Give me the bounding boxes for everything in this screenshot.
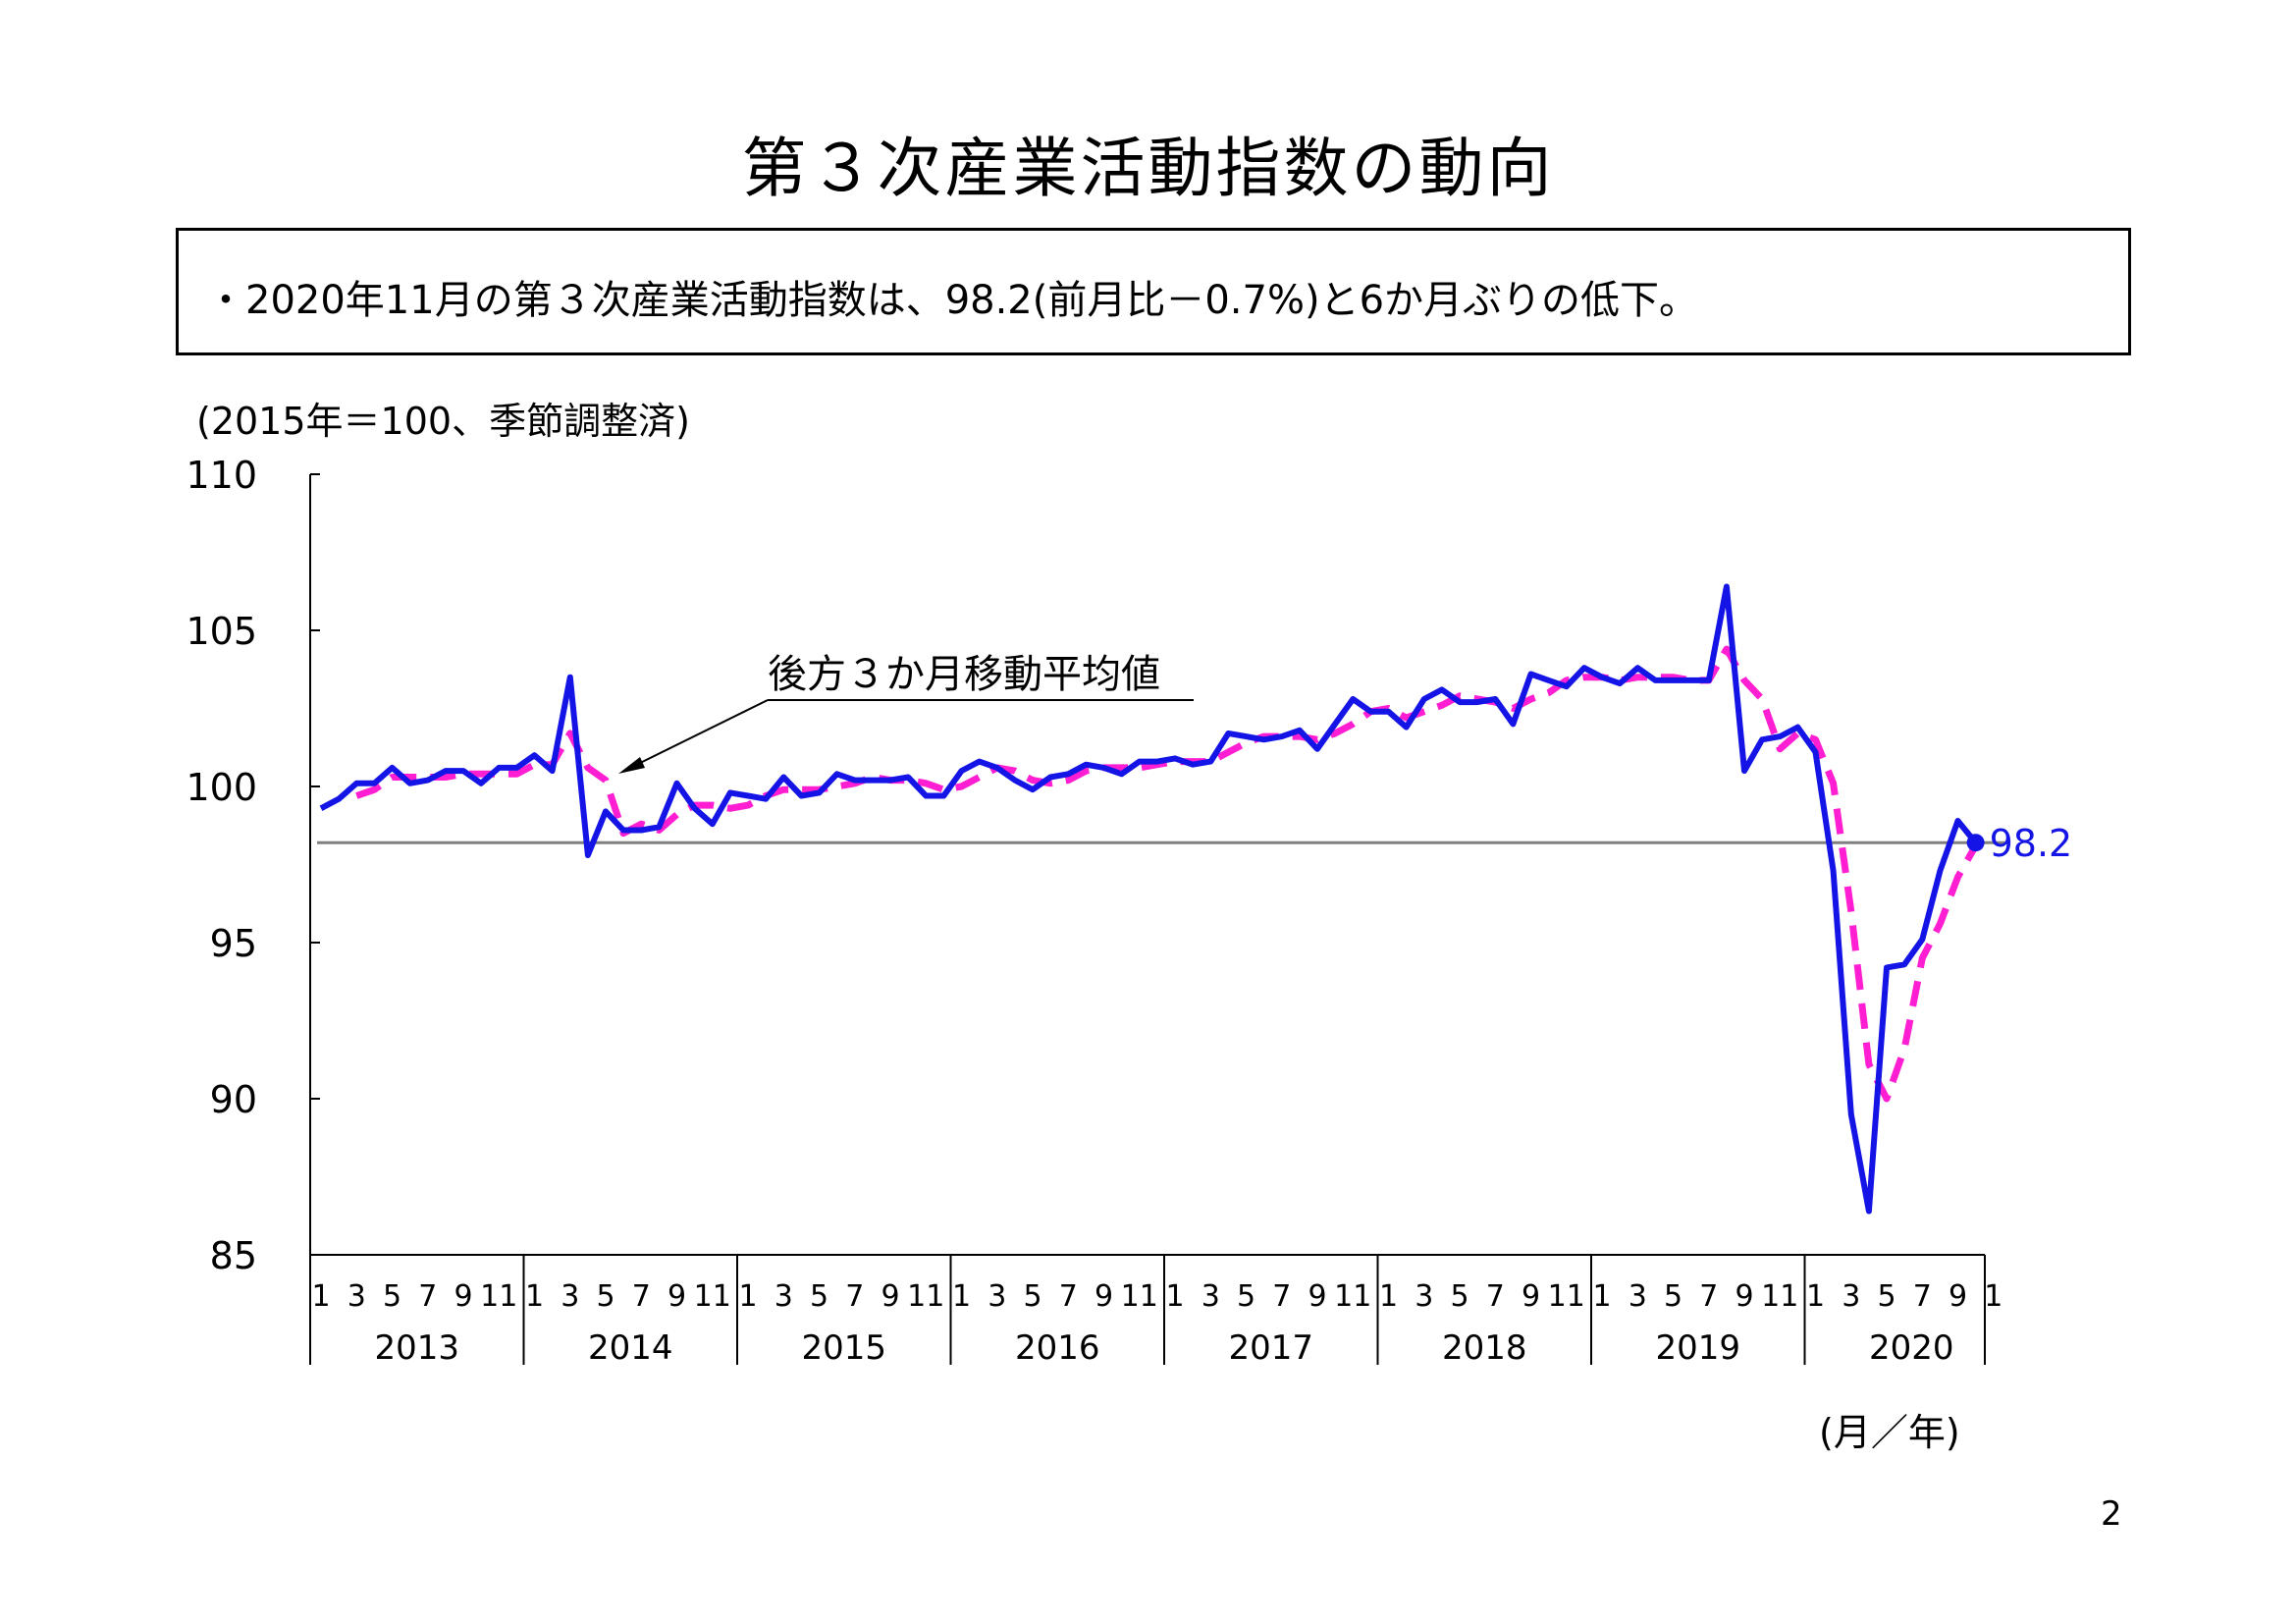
year-label: 2020 — [1869, 1328, 1954, 1368]
year-label: 2015 — [801, 1328, 886, 1368]
month-tick-label: 3 — [1842, 1279, 1860, 1314]
chart-annotation: 後方３か月移動平均値 — [618, 652, 1194, 774]
chart-plot: 98.2 — [317, 583, 2073, 1215]
month-tick-label: 9 — [1949, 1279, 1967, 1314]
month-tick-label: 9 — [667, 1279, 686, 1314]
latest-value-label: 98.2 — [1990, 822, 2073, 865]
month-tick-label: 5 — [810, 1279, 828, 1314]
unit-note: (2015年＝100、季節調整済) — [196, 400, 690, 443]
month-tick-label: 7 — [1272, 1279, 1291, 1314]
page-title: 第３次産業活動指数の動向 — [741, 131, 1555, 206]
month-tick-label: 9 — [1308, 1279, 1326, 1314]
month-tick-label: 1 — [525, 1279, 544, 1314]
series-index — [319, 583, 1978, 1215]
month-tick-label: 3 — [1629, 1279, 1647, 1314]
summary-box: ・2020年11月の第３次産業活動指数は、98.2(前月比－0.7%)と6か月ぶ… — [176, 228, 2131, 355]
month-tick-label: 9 — [1522, 1279, 1540, 1314]
month-tick-label: 11 — [480, 1279, 517, 1314]
month-tick-label: 1 — [1165, 1279, 1184, 1314]
month-tick-label: 1 — [1806, 1279, 1825, 1314]
month-tick-label: 1 — [738, 1279, 757, 1314]
y-tick-label: 95 — [210, 922, 257, 965]
month-tick-label: 1 — [1592, 1279, 1611, 1314]
month-tick-label: 11 — [1121, 1279, 1158, 1314]
month-tick-label: 9 — [454, 1279, 472, 1314]
annotation-arrowhead — [618, 757, 645, 774]
month-tick-label: 9 — [1095, 1279, 1113, 1314]
month-tick-label: 9 — [1735, 1279, 1753, 1314]
y-tick-label: 85 — [210, 1234, 257, 1277]
month-tick-label: 7 — [632, 1279, 651, 1314]
y-tick-label: 100 — [186, 766, 257, 809]
month-tick-label: 3 — [988, 1279, 1006, 1314]
month-tick-label: 11 — [1548, 1279, 1585, 1314]
month-tick-label: 7 — [1913, 1279, 1932, 1314]
summary-text: ・2020年11月の第３次産業活動指数は、98.2(前月比－0.7%)と6か月ぶ… — [206, 278, 1699, 323]
month-tick-label: 7 — [1699, 1279, 1718, 1314]
month-tick-label: 3 — [561, 1279, 579, 1314]
month-tick-label: 11 — [1334, 1279, 1371, 1314]
month-tick-label: 5 — [1237, 1279, 1255, 1314]
y-tick-label: 105 — [186, 610, 257, 653]
month-tick-label: 11 — [694, 1279, 731, 1314]
page-number: 2 — [2101, 1494, 2122, 1534]
year-label: 2017 — [1228, 1328, 1313, 1368]
year-label: 2019 — [1655, 1328, 1740, 1368]
month-tick-label: 1 — [952, 1279, 971, 1314]
series-moving-average — [355, 645, 1979, 1103]
y-tick-label: 90 — [210, 1078, 257, 1121]
month-tick-label: 3 — [1415, 1279, 1433, 1314]
x-axis-unit: (月／年) — [1819, 1411, 1960, 1454]
annotation-leader — [627, 699, 769, 770]
month-tick-label: 7 — [418, 1279, 437, 1314]
year-label: 2014 — [588, 1328, 673, 1368]
chart-axes: 85 90 95 100 105 110 — [186, 454, 1985, 1277]
month-tick-label: 5 — [383, 1279, 401, 1314]
month-tick-label: 11 — [907, 1279, 944, 1314]
year-label: 2016 — [1015, 1328, 1100, 1368]
month-tick-label: 1 — [1379, 1279, 1398, 1314]
month-tick-label: 5 — [1450, 1279, 1468, 1314]
month-tick-label: 11 — [1761, 1279, 1798, 1314]
latest-point-marker — [1966, 834, 1985, 852]
month-tick-label: 3 — [774, 1279, 793, 1314]
month-tick-label: 3 — [347, 1279, 366, 1314]
month-tick-label: 1 — [1984, 1279, 2002, 1314]
month-tick-label: 3 — [1201, 1279, 1220, 1314]
year-label: 2018 — [1442, 1328, 1527, 1368]
month-tick-label: 9 — [881, 1279, 899, 1314]
month-tick-label: 5 — [1877, 1279, 1896, 1314]
month-tick-label: 7 — [845, 1279, 864, 1314]
month-tick-label: 5 — [1023, 1279, 1041, 1314]
month-tick-label: 7 — [1059, 1279, 1078, 1314]
annotation-text: 後方３か月移動平均値 — [768, 652, 1160, 697]
month-tick-label: 1 — [311, 1279, 330, 1314]
month-tick-label: 7 — [1486, 1279, 1505, 1314]
year-label: 2013 — [374, 1328, 459, 1368]
month-tick-label: 5 — [1664, 1279, 1682, 1314]
month-tick-label: 5 — [596, 1279, 614, 1314]
y-tick-label: 110 — [186, 454, 257, 497]
